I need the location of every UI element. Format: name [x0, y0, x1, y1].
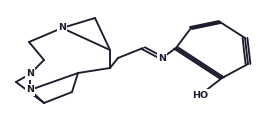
Text: N: N	[26, 69, 34, 78]
Text: HO: HO	[192, 90, 208, 99]
Text: N: N	[158, 54, 166, 63]
Text: N: N	[26, 85, 34, 95]
Text: N: N	[58, 24, 66, 33]
